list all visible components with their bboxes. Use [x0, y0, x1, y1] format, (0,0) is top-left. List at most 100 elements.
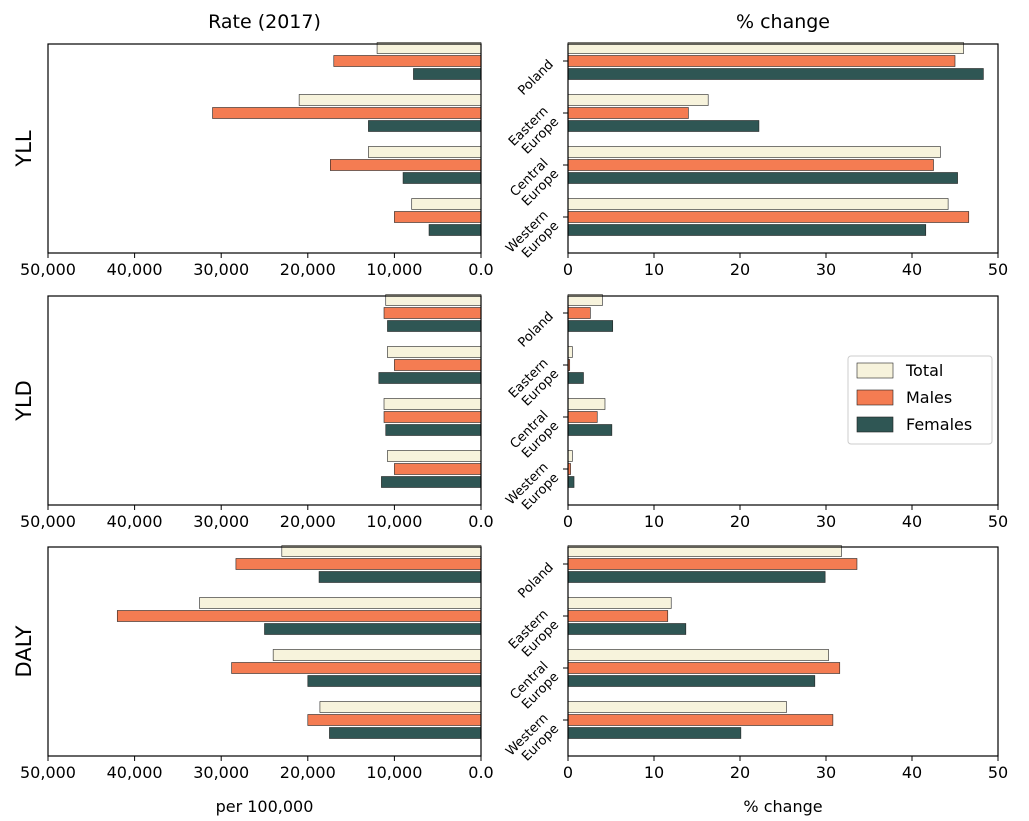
panel-yll-change-category-label-eastern-europe: EasternEurope — [506, 104, 562, 160]
panel-yld-rate-2017-frame — [47, 295, 482, 506]
panel-yld-change-xtick-label-40: 40 — [902, 512, 922, 531]
bar-daly-rate-2017-central-europe-total — [272, 649, 482, 661]
panel-yll-rate-2017-frame — [47, 43, 482, 254]
panel-daly-change-category-label-western-europe: WesternEurope — [503, 711, 562, 770]
panel-yll-change-category-label-western-europe: WesternEurope — [503, 208, 562, 267]
panel-yll-change-xtick-label-50: 50 — [988, 260, 1008, 279]
bar-yld-rate-2017-western-europe-males — [394, 463, 482, 475]
bar-yld-rate-2017-eastern-europe-males — [394, 359, 482, 371]
bar-yld-change-central-europe-females — [567, 424, 613, 436]
legend-label-females: Females — [906, 415, 972, 434]
panel-yld-change-xtick-label-10: 10 — [644, 512, 664, 531]
legend-label-total: Total — [905, 361, 943, 380]
bar-yld-change-poland-males — [567, 307, 591, 319]
bar-daly-change-central-europe-total — [567, 649, 829, 661]
bar-yld-change-eastern-europe-females — [567, 372, 584, 384]
bar-daly-change-western-europe-males — [567, 714, 834, 726]
panel-yll-change-xtick-label-10: 10 — [644, 260, 664, 279]
column-title-change: % change — [736, 11, 830, 33]
panel-yll-rate-2017-xtick-label-10-000: 10,000 — [366, 260, 422, 279]
panel-yld-rate-2017-xtick-label-50-000: 50,000 — [20, 512, 76, 531]
bar-yld-rate-2017-poland-males — [383, 307, 482, 319]
panel-yll-rate-2017-xtick-label-20-000: 20,000 — [280, 260, 336, 279]
bar-yll-change-central-europe-males — [567, 159, 934, 171]
bar-yll-change-poland-males — [567, 55, 956, 67]
panel-daly-change-xtick-label-0: 0 — [563, 763, 573, 782]
bar-daly-change-western-europe-females — [567, 727, 742, 739]
bar-yld-rate-2017-western-europe-total — [387, 450, 482, 462]
bar-yld-rate-2017-central-europe-females — [385, 424, 482, 436]
panel-daly-rate-2017-xtick-label-0-0: 0.0 — [468, 763, 493, 782]
bar-daly-rate-2017-western-europe-females — [329, 727, 482, 739]
bar-daly-change-poland-males — [567, 558, 858, 570]
bar-yll-change-western-europe-females — [567, 224, 927, 236]
category-label-line: Poland — [516, 309, 557, 350]
bar-yll-rate-2017-western-europe-males — [394, 211, 482, 223]
bar-yll-rate-2017-central-europe-males — [330, 159, 482, 171]
bar-daly-rate-2017-western-europe-total — [319, 701, 482, 713]
bar-yll-change-eastern-europe-females — [567, 120, 760, 132]
panel-daly-rate-2017-xtick-label-50-000: 50,000 — [20, 763, 76, 782]
panel-daly-change-xtick-label-30: 30 — [816, 763, 836, 782]
bar-daly-rate-2017-eastern-europe-females — [264, 623, 482, 635]
panel-yld-change-xtick-label-0: 0 — [563, 512, 573, 531]
bar-daly-rate-2017-central-europe-females — [307, 675, 482, 687]
bar-yll-change-western-europe-total — [567, 198, 949, 210]
row-label-daly: DALY — [12, 625, 36, 677]
bar-daly-rate-2017-western-europe-males — [307, 714, 482, 726]
panel-yld-change-frame — [567, 295, 999, 506]
panel-daly-change-frame — [567, 546, 999, 757]
panel-yld-change-category-label-central-europe: CentralEurope — [507, 408, 562, 463]
bar-yll-rate-2017-western-europe-total — [411, 198, 482, 210]
bar-daly-rate-2017-eastern-europe-males — [116, 610, 482, 622]
panel-daly-change-xtick-label-20: 20 — [730, 763, 750, 782]
bar-yld-change-eastern-europe-total — [567, 346, 573, 358]
panel-daly-change-xtick-label-40: 40 — [902, 763, 922, 782]
category-label-line: Poland — [516, 57, 557, 98]
legend-swatch-females — [856, 416, 894, 433]
panel-daly-rate-2017-xtick-label-30-000: 30,000 — [193, 763, 249, 782]
panel-yld-change-xtick-label-20: 20 — [730, 512, 750, 531]
panel-daly-change-category-label-poland: Poland — [516, 560, 557, 601]
panel-yld-rate-2017-xtick-label-20-000: 20,000 — [280, 512, 336, 531]
bar-yld-rate-2017-central-europe-total — [383, 398, 482, 410]
bar-daly-change-eastern-europe-males — [567, 610, 669, 622]
bar-yll-change-central-europe-total — [567, 146, 941, 158]
bar-yll-rate-2017-poland-males — [333, 55, 482, 67]
panel-yld-rate-2017-xtick-label-0-0: 0.0 — [468, 512, 493, 531]
panel-yll-rate-2017-xtick-label-0-0: 0.0 — [468, 260, 493, 279]
panel-yll-change-frame — [567, 43, 999, 254]
panel-yll-change-xtick-label-40: 40 — [902, 260, 922, 279]
bar-yld-change-western-europe-females — [567, 476, 575, 488]
bar-yll-change-central-europe-females — [567, 172, 958, 184]
panel-daly-rate-2017-frame — [47, 546, 482, 757]
bar-daly-change-poland-females — [567, 571, 826, 583]
panel-yll-change-category-label-central-europe: CentralEurope — [507, 156, 562, 211]
row-label-yld: YLD — [12, 380, 36, 422]
bar-yll-rate-2017-eastern-europe-females — [368, 120, 482, 132]
panel-daly-rate-2017-xtick-label-10-000: 10,000 — [366, 763, 422, 782]
panel-yld-rate-2017-xtick-label-10-000: 10,000 — [366, 512, 422, 531]
legend-label-males: Males — [906, 388, 952, 407]
panel-yld-change-category-label-western-europe: WesternEurope — [503, 460, 562, 519]
legend-swatch-total — [856, 362, 894, 379]
bar-daly-rate-2017-poland-males — [235, 558, 482, 570]
panel-daly-rate-2017-xtick-label-40-000: 40,000 — [107, 763, 163, 782]
panel-yll-change-xtick-label-0: 0 — [563, 260, 573, 279]
column-title-rate-2017: Rate (2017) — [208, 11, 321, 33]
row-label-yll: YLL — [12, 130, 36, 168]
panel-yll-rate-2017-xtick-label-50-000: 50,000 — [20, 260, 76, 279]
panel-yld-rate-2017-xtick-label-40-000: 40,000 — [107, 512, 163, 531]
panel-yll-rate-2017-xtick-label-30-000: 30,000 — [193, 260, 249, 279]
panel-yld-change-category-label-poland: Poland — [516, 309, 557, 350]
x-axis-label-change: % change — [743, 797, 822, 816]
bar-yld-change-central-europe-males — [567, 411, 598, 423]
bar-yll-change-eastern-europe-total — [567, 94, 709, 106]
bar-yld-change-western-europe-total — [567, 450, 573, 462]
panel-yll-change-category-label-poland: Poland — [516, 57, 557, 98]
bar-daly-change-eastern-europe-females — [567, 623, 687, 635]
bar-yll-rate-2017-eastern-europe-males — [212, 107, 482, 119]
panel-daly-rate-2017-xtick-label-20-000: 20,000 — [280, 763, 336, 782]
panel-daly-change-xtick-label-10: 10 — [644, 763, 664, 782]
